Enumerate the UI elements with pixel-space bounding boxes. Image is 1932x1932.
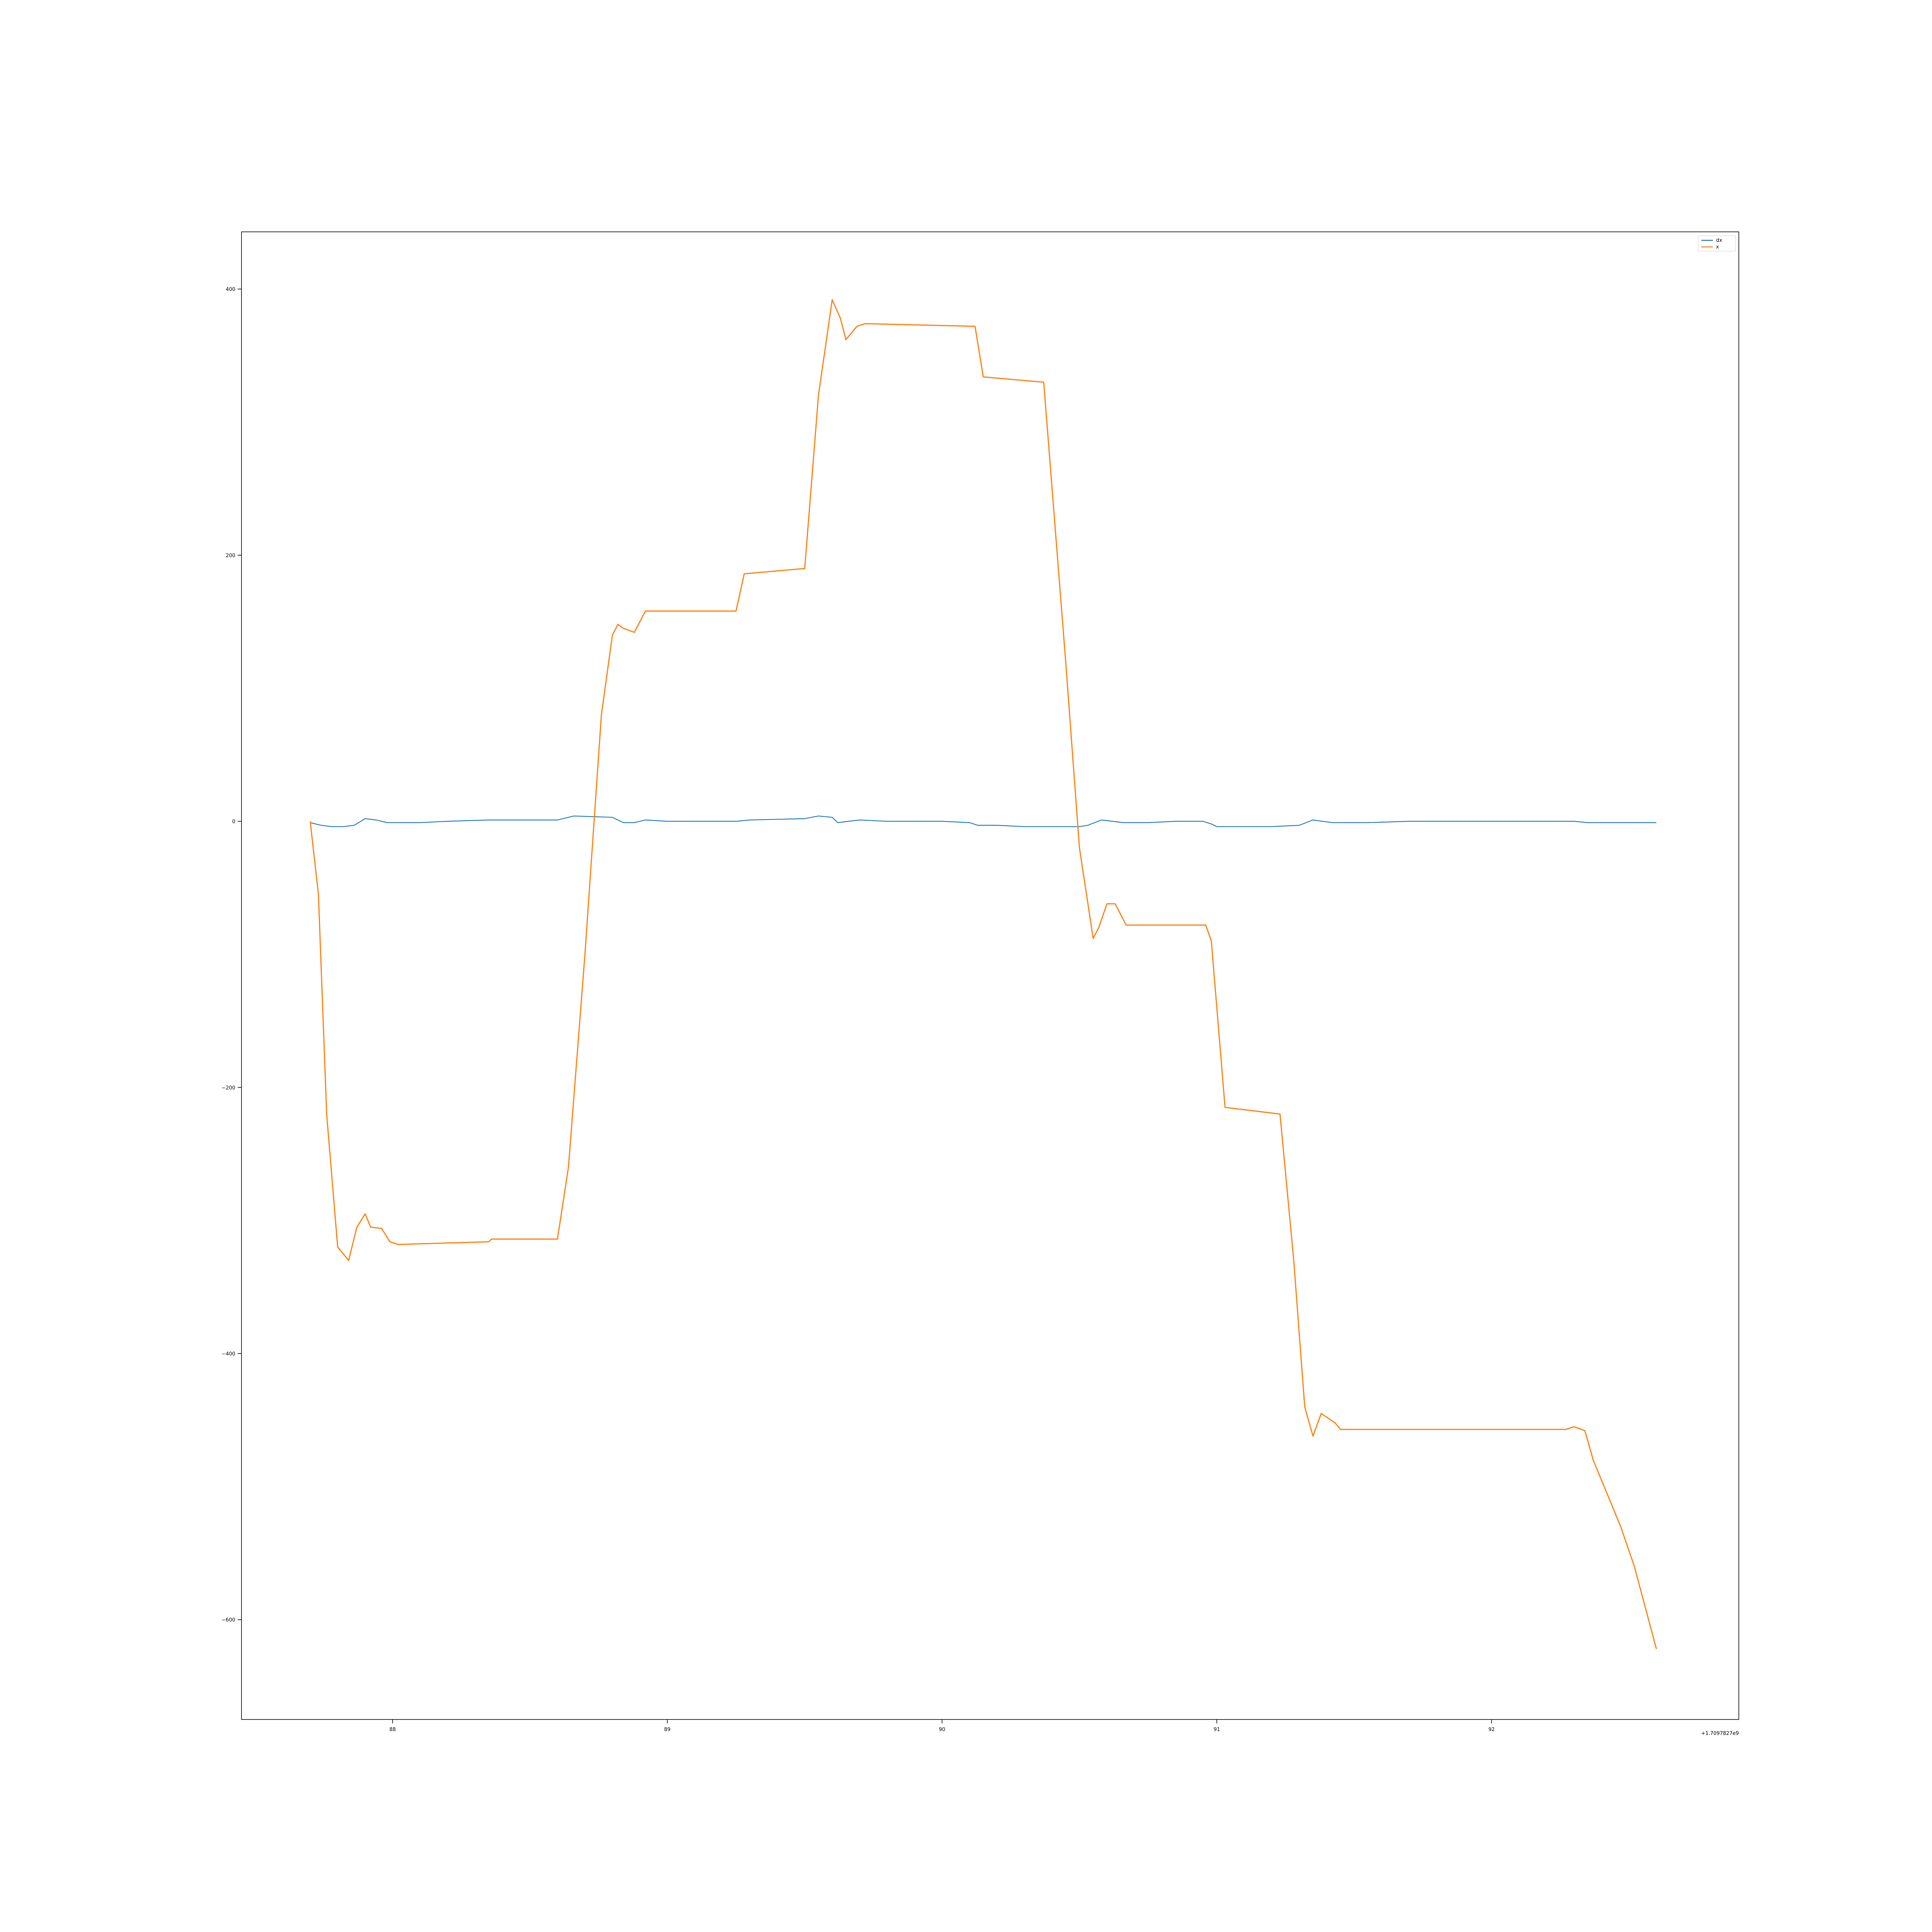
- plot-area: [242, 232, 1739, 1719]
- series-layer: [310, 299, 1657, 1649]
- x-axis-ticks: 88 89 90 91 92: [389, 1719, 1495, 1733]
- y-tick-label: −400: [221, 1351, 235, 1357]
- y-tick-label: 200: [226, 553, 235, 559]
- legend-label-x: x: [1716, 244, 1719, 250]
- plot-frame: [241, 231, 1739, 1720]
- x-tick-label: 89: [664, 1727, 671, 1733]
- y-tick-label: −200: [221, 1085, 235, 1091]
- series-line-dx: [310, 815, 1656, 827]
- x-tick-label: 92: [1488, 1727, 1495, 1733]
- x-tick-label: 88: [389, 1727, 396, 1733]
- x-tick-label: 91: [1214, 1727, 1220, 1733]
- series-line-x: [310, 299, 1657, 1649]
- y-axis-ticks: −600 −400 −200 0 200 400: [221, 287, 242, 1623]
- y-tick-label: −600: [221, 1617, 235, 1623]
- legend: dxx: [1698, 235, 1736, 252]
- x-offset-label: +1.7097827e9: [1701, 1731, 1739, 1736]
- x-tick-label: 90: [939, 1727, 946, 1733]
- legend-label-dx: dx: [1716, 238, 1722, 243]
- y-tick-label: 400: [226, 287, 235, 293]
- y-tick-label: 0: [232, 819, 235, 825]
